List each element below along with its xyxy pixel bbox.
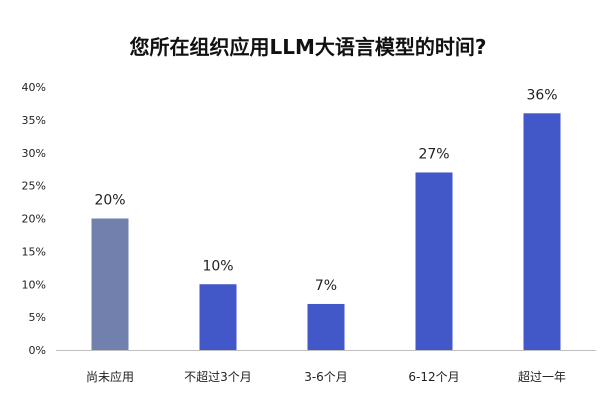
data-label: 10%	[202, 258, 233, 274]
y-tick-label: 40%	[22, 81, 46, 94]
bar-5	[523, 113, 561, 350]
bar-4	[415, 172, 453, 350]
chart-title: 您所在组织应用LLM大语言模型的时间?	[129, 35, 487, 59]
bar-3	[307, 303, 345, 350]
category-label: 超过一年	[518, 369, 566, 384]
data-label: 27%	[418, 146, 449, 162]
bar-2	[199, 284, 237, 350]
category-label: 3-6个月	[304, 370, 348, 384]
y-tick-label: 30%	[22, 147, 46, 160]
y-tick-label: 0%	[29, 344, 46, 357]
category-label: 6-12个月	[408, 370, 459, 384]
y-tick-label: 20%	[22, 213, 46, 226]
category-label: 尚未应用	[86, 369, 134, 384]
data-label: 20%	[94, 193, 125, 209]
y-tick-label: 15%	[22, 245, 46, 258]
data-label: 7%	[315, 278, 337, 294]
y-tick-label: 25%	[22, 180, 46, 193]
y-tick-label: 10%	[22, 278, 46, 291]
y-tick-label: 35%	[22, 114, 46, 127]
y-tick-label: 5%	[29, 311, 46, 324]
bar-1	[91, 218, 129, 350]
data-label: 36%	[526, 87, 557, 103]
category-label: 不超过3个月	[184, 369, 252, 384]
